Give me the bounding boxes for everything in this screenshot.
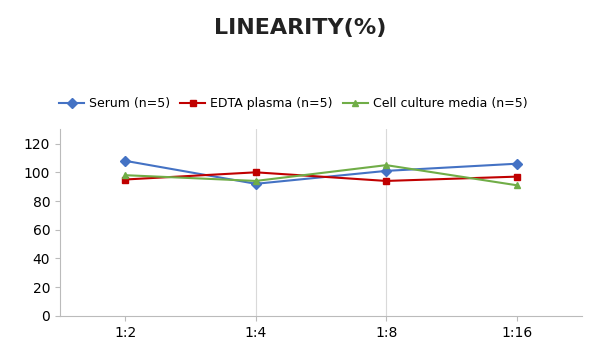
EDTA plasma (n=5) xyxy=(383,179,390,183)
Cell culture media (n=5) xyxy=(383,163,390,167)
Serum (n=5) xyxy=(383,169,390,173)
Serum (n=5) xyxy=(513,162,520,166)
Cell culture media (n=5) xyxy=(122,173,129,177)
Text: LINEARITY(%): LINEARITY(%) xyxy=(214,18,386,38)
Legend: Serum (n=5), EDTA plasma (n=5), Cell culture media (n=5): Serum (n=5), EDTA plasma (n=5), Cell cul… xyxy=(54,92,533,115)
Line: Cell culture media (n=5): Cell culture media (n=5) xyxy=(122,162,520,189)
Serum (n=5) xyxy=(122,159,129,163)
Serum (n=5) xyxy=(252,182,259,186)
EDTA plasma (n=5) xyxy=(252,170,259,174)
Line: EDTA plasma (n=5): EDTA plasma (n=5) xyxy=(122,169,520,185)
EDTA plasma (n=5) xyxy=(513,174,520,179)
Cell culture media (n=5) xyxy=(513,183,520,187)
Cell culture media (n=5) xyxy=(252,179,259,183)
Line: Serum (n=5): Serum (n=5) xyxy=(122,157,520,187)
EDTA plasma (n=5) xyxy=(122,177,129,182)
